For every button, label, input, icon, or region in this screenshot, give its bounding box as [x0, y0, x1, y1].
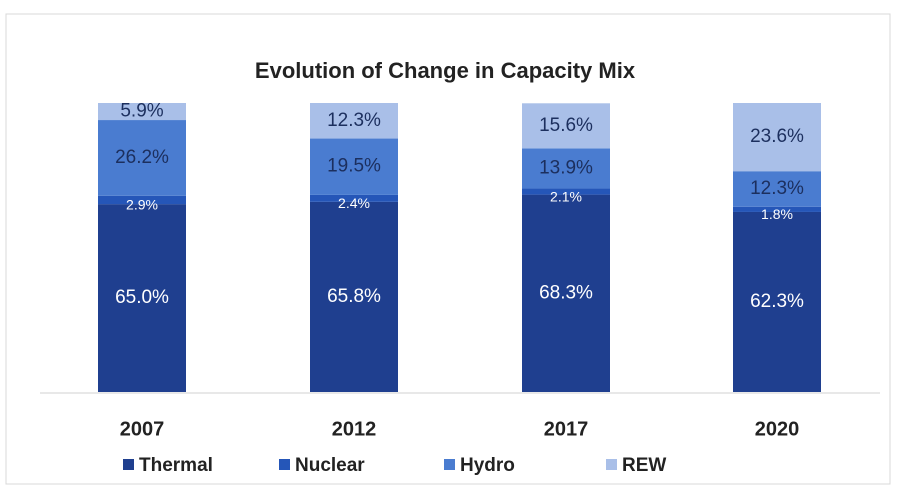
legend-swatch — [606, 459, 617, 470]
data-label: 26.2% — [115, 147, 169, 168]
data-label: 23.6% — [750, 126, 804, 147]
legend-label: Thermal — [139, 455, 213, 476]
legend-swatch — [123, 459, 134, 470]
data-label: 2.1% — [550, 188, 582, 204]
legend-swatch — [444, 459, 455, 470]
bar-segment — [310, 194, 398, 202]
bar-segment — [98, 204, 186, 392]
data-label: 65.8% — [327, 286, 381, 307]
data-label: 62.3% — [750, 291, 804, 312]
bar-segment — [522, 188, 610, 195]
bar-segment — [522, 103, 610, 149]
bar-segment — [733, 103, 821, 172]
data-label: 19.5% — [327, 156, 381, 177]
bar-segment — [733, 211, 821, 392]
x-tick-label: 2007 — [120, 418, 165, 440]
data-label: 2.9% — [126, 197, 158, 213]
data-label: 12.3% — [750, 178, 804, 199]
legend-swatch — [279, 459, 290, 470]
bar-segment — [98, 120, 186, 196]
bar-segment — [733, 171, 821, 207]
data-label: 13.9% — [539, 157, 593, 178]
bar-segment — [733, 206, 821, 212]
bar-segment — [310, 138, 398, 195]
data-label: 65.0% — [115, 287, 169, 308]
legend-label: Nuclear — [295, 455, 365, 476]
chart-title: Evolution of Change in Capacity Mix — [255, 58, 636, 83]
data-label: 68.3% — [539, 282, 593, 303]
x-tick-label: 2017 — [544, 418, 589, 440]
bar-segment — [310, 201, 398, 392]
legend-label: Hydro — [460, 455, 515, 476]
data-label: 15.6% — [539, 115, 593, 136]
bar-segment — [98, 103, 186, 121]
data-label: 2.4% — [338, 195, 370, 211]
bar-segment — [310, 103, 398, 139]
x-tick-label: 2012 — [332, 418, 377, 440]
x-tick-label: 2020 — [755, 418, 800, 440]
data-label: 1.8% — [761, 206, 793, 222]
bar-segment — [522, 148, 610, 189]
bar-segment — [522, 194, 610, 392]
legend-label: REW — [622, 455, 666, 476]
bar-segment — [98, 195, 186, 205]
data-label: 5.9% — [120, 101, 163, 122]
data-label: 12.3% — [327, 110, 381, 131]
